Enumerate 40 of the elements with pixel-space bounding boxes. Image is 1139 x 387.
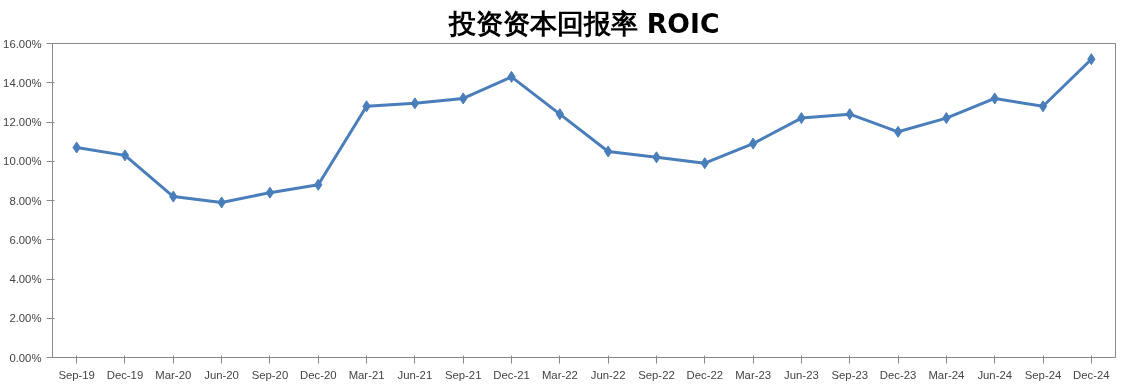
point	[893, 125, 903, 138]
x-tick-label: Sep-24	[1024, 368, 1062, 381]
x-tick-label: Dec-23	[879, 368, 917, 381]
y-tick-label: 0.00%	[9, 351, 42, 364]
x-tick-label: Mar-21	[348, 368, 385, 381]
x-tick-label: Sep-19	[58, 368, 95, 381]
x-tick-label: Jun-24	[977, 368, 1013, 381]
x-tick-label: Dec-22	[686, 368, 724, 381]
y-tick-label: 16.00%	[3, 37, 42, 50]
x-tick-label: Sep-22	[638, 368, 675, 381]
x-tick-label: Sep-23	[831, 368, 869, 381]
x-tick-label: Dec-19	[106, 368, 144, 381]
point	[555, 108, 565, 121]
x-tick-label: Jun-23	[784, 368, 819, 381]
point	[410, 97, 420, 110]
y-tick-label: 2.00%	[9, 312, 42, 325]
y-tick-label: 8.00%	[9, 194, 42, 207]
point	[120, 149, 130, 162]
x-tick-label: Mar-24	[928, 368, 965, 381]
x-tick-label: Sep-20	[251, 368, 289, 381]
y-tick-label: 12.00%	[3, 116, 42, 128]
x-tick-label: Jun-20	[204, 368, 239, 381]
x-tick-label: Sep-21	[444, 368, 482, 381]
x-tick-label: Dec-24	[1073, 368, 1110, 381]
x-tick-label: Mar-20	[155, 368, 192, 381]
y-tick-label: 10.00%	[3, 155, 42, 168]
y-tick-label: 14.00%	[3, 76, 42, 89]
x-tick-label: Dec-20	[299, 368, 337, 381]
chart-title: 投资资本回报率 ROIC	[447, 7, 720, 39]
y-tick-label: 4.00%	[9, 273, 42, 285]
point	[1038, 100, 1048, 113]
point	[265, 186, 275, 199]
x-tick-label: Dec-21	[493, 368, 530, 381]
x-tick-label: Jun-21	[397, 368, 433, 381]
y-tick-label: 6.00%	[9, 233, 42, 246]
x-tick-label: Mar-22	[541, 368, 578, 381]
x-tick-label: Mar-23	[735, 368, 772, 381]
point	[748, 137, 758, 150]
point	[603, 145, 613, 158]
x-tick-label: Jun-22	[590, 368, 626, 381]
